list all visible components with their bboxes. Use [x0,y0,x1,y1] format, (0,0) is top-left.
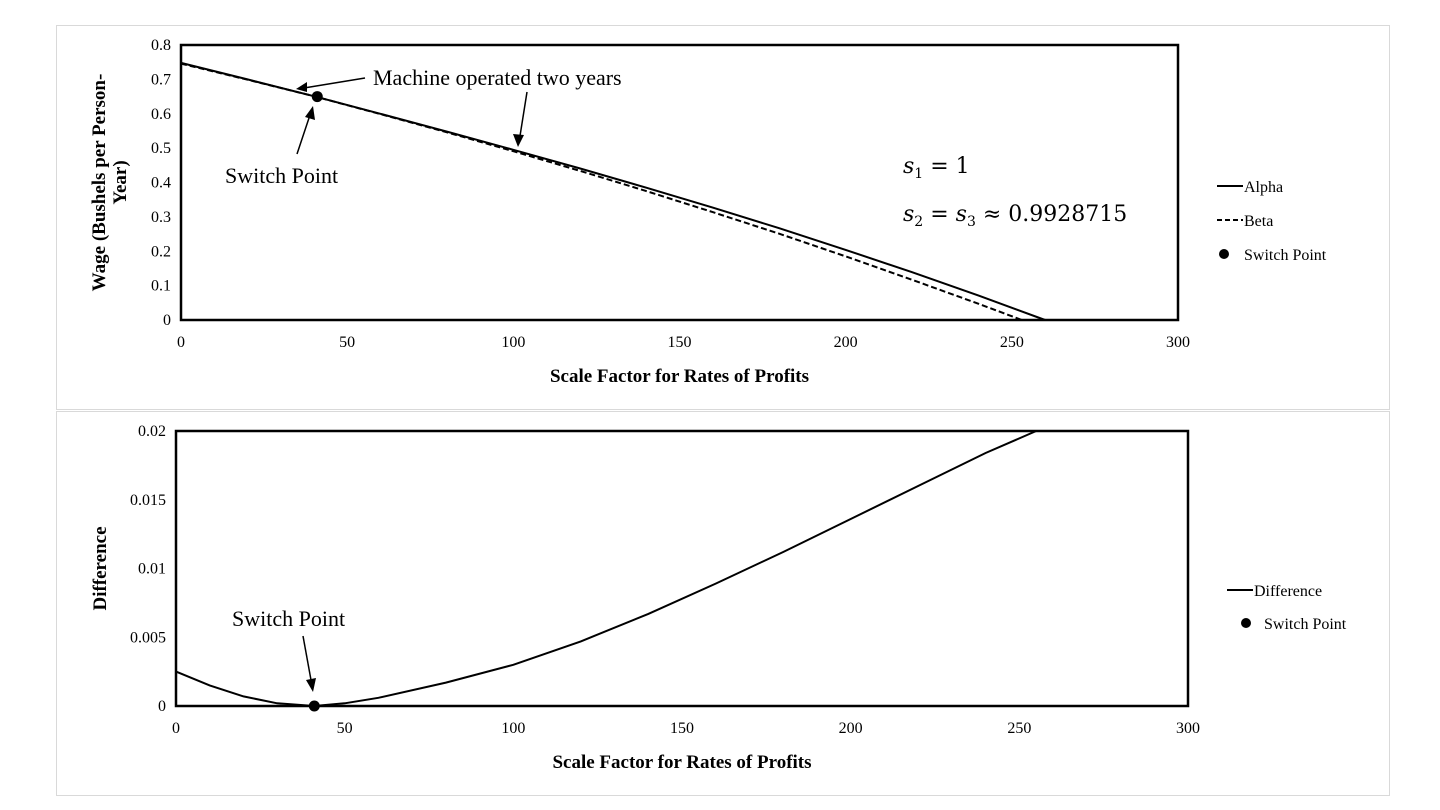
y-axis-title: Wage (Bushels per Person-Year) [89,74,131,292]
bottom-chart-panel: 0 0.005 0.01 0.015 0.02 0 50 100 150 200 250 300 D… [56,411,1390,796]
difference-chart: 0 0.005 0.01 0.015 0.02 0 50 100 150 200 250 300 D… [90,423,1347,773]
legend-switch-label: Switch Point [1264,616,1347,633]
legend-switch-marker [1241,618,1251,628]
x-tick-label: 250 [1000,334,1024,351]
y-tick-label: 0.3 [151,209,171,226]
switch-arrowhead [306,678,316,692]
y-tick-label: 0.015 [130,492,166,509]
s2-s3-equation: s2 = s3 ≈ 0.9928715 [903,202,1127,230]
machine-annotation: Machine operated two years [373,65,622,90]
x-tick-label: 0 [177,334,185,351]
legend-switch-label: Switch Point [1244,247,1327,264]
machine-arrowhead-left [296,82,307,92]
switch-arrowhead [305,106,315,120]
y-tick-label: 0.8 [151,37,171,54]
y-tick-label: 0.2 [151,243,171,260]
legend: Difference Switch Point [1227,583,1347,633]
y-tick-label: 0 [163,312,171,329]
series-line-beta [180,62,1023,321]
series-line-difference [175,430,1037,708]
y-tick-label: 0.1 [151,278,171,295]
legend-alpha-label: Alpha [1244,179,1283,196]
legend: Alpha Beta Switch Point [1217,179,1327,264]
x-tick-label: 150 [668,334,692,351]
x-tick-label: 200 [834,334,858,351]
y-tick-label: 0.02 [138,423,166,440]
x-axis-title: Scale Factor for Rates of Profits [550,366,809,387]
x-tick-label: 0 [172,720,180,737]
legend-difference-label: Difference [1254,583,1322,600]
y-tick-label: 0.6 [151,106,171,123]
switch-arrow [302,635,312,681]
x-tick-label: 150 [670,720,694,737]
switch-point-marker [311,91,323,103]
y-tick-label: 0.4 [151,175,171,192]
switch-point-annotation: Switch Point [232,606,345,631]
plot-frame [174,429,1190,708]
switch-point-annotation: Switch Point [225,163,338,188]
y-tick-label: 0.5 [151,140,171,157]
x-tick-label: 100 [501,720,525,737]
plot-frame [179,43,1180,322]
wage-chart: 0 0.1 0.2 0.3 0.4 0.5 0.6 0.7 0.8 0 50 100 150 200 25… [89,37,1327,387]
x-tick-label: 200 [839,720,863,737]
legend-beta-label: Beta [1244,213,1273,230]
y-tick-label: 0.7 [151,71,171,88]
x-tick-label: 50 [337,720,353,737]
x-tick-label: 50 [339,334,355,351]
machine-arrow-down [519,91,528,137]
machine-arrow-left [303,77,366,89]
y-axis-title: Difference [90,526,111,610]
machine-arrowhead-down [513,134,524,147]
s1-equation: s1 = 1 [903,154,970,182]
x-axis-title: Scale Factor for Rates of Profits [552,752,811,773]
legend-switch-marker [1219,249,1229,259]
y-tick-label: 0.005 [130,629,166,646]
top-chart-panel: 0 0.1 0.2 0.3 0.4 0.5 0.6 0.7 0.8 0 50 100 150 200 25… [56,25,1390,410]
y-tick-label: 0 [158,698,166,715]
switch-arrow [296,117,310,155]
y-tick-label: 0.01 [138,561,166,578]
x-tick-label: 300 [1176,720,1200,737]
x-tick-label: 100 [501,334,525,351]
x-tick-label: 250 [1007,720,1031,737]
x-tick-label: 300 [1166,334,1190,351]
